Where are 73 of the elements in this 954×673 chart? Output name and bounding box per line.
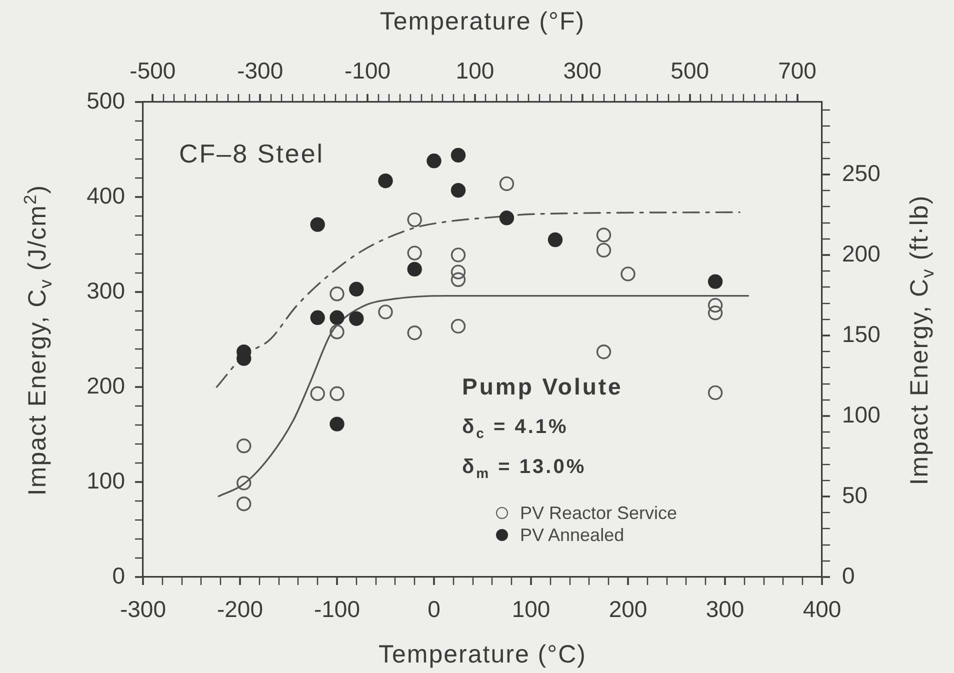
point <box>349 311 364 326</box>
point <box>708 306 723 320</box>
y2-tick-label: 100 <box>842 401 880 428</box>
x-tick-label: 200 <box>608 596 648 622</box>
point <box>499 176 514 192</box>
annotation: δ$_{c}$ = 4.1% <box>462 416 568 441</box>
point <box>330 324 344 340</box>
point <box>349 282 364 296</box>
y-tick-label: 500 <box>86 87 125 114</box>
point <box>236 496 252 512</box>
point <box>407 326 422 340</box>
point <box>426 154 442 168</box>
point <box>407 212 422 228</box>
annotation: CF–8 Steel <box>179 138 324 169</box>
point <box>310 386 325 401</box>
y-tick-label: 400 <box>86 182 125 208</box>
y2-tick-label: 50 <box>842 482 868 508</box>
x-tick-label: -300 <box>120 596 166 622</box>
y-tick-label: 0 <box>112 562 125 588</box>
x2-tick-label: 500 <box>670 58 710 84</box>
y-tick-label: 200 <box>86 372 125 398</box>
x-tick-label: -100 <box>314 596 360 622</box>
point <box>450 272 466 287</box>
point <box>378 174 393 188</box>
point <box>596 242 612 258</box>
x2-tick-label: -300 <box>237 58 284 84</box>
point <box>548 232 563 248</box>
y2-tick-label: 0 <box>842 562 855 588</box>
x2-tick-label: 300 <box>563 58 602 84</box>
y2-tick-label: 200 <box>842 240 880 266</box>
point <box>450 318 466 334</box>
y-tick-label: 300 <box>86 277 125 304</box>
point <box>407 246 422 260</box>
point <box>450 148 466 163</box>
x-tick-label: -200 <box>216 596 264 622</box>
point <box>330 416 344 432</box>
x2-axis-title: Temperature (°F) <box>380 7 586 36</box>
point <box>310 310 325 325</box>
x-tick-label: 100 <box>512 596 550 622</box>
point <box>450 248 466 262</box>
point <box>330 310 344 325</box>
annotation: Pump Volute <box>462 373 623 400</box>
point <box>708 298 723 313</box>
x-tick-label: 0 <box>428 596 440 622</box>
point <box>596 228 612 242</box>
point <box>236 476 252 490</box>
point <box>620 266 636 282</box>
point <box>330 286 344 302</box>
y2-tick-label: 250 <box>842 160 880 186</box>
x2-tick-label: -500 <box>130 58 176 84</box>
point <box>330 386 344 401</box>
x2-tick-label: 100 <box>456 58 494 84</box>
point <box>407 262 422 277</box>
point <box>499 210 514 226</box>
point <box>310 217 325 232</box>
point <box>708 274 723 289</box>
x2-tick-label: -100 <box>344 58 391 84</box>
x-tick-label: 300 <box>706 596 744 622</box>
x2-tick-label: 700 <box>778 58 816 84</box>
legend-label: PV Annealed <box>520 524 624 546</box>
point <box>236 438 252 454</box>
legend-label: PV Reactor Service <box>520 502 678 524</box>
x-tick-label: 400 <box>802 596 842 622</box>
point <box>450 183 466 198</box>
point <box>378 304 393 320</box>
annotation: δ$_{m}$ = 13.0% <box>462 456 586 481</box>
x-axis-title: Temperature (°C) <box>378 640 586 669</box>
point <box>450 264 466 280</box>
point <box>708 385 723 400</box>
line-series <box>218 294 750 498</box>
y2-tick-label: 150 <box>842 320 880 347</box>
point <box>596 344 612 360</box>
y-tick-label: 100 <box>86 467 125 494</box>
